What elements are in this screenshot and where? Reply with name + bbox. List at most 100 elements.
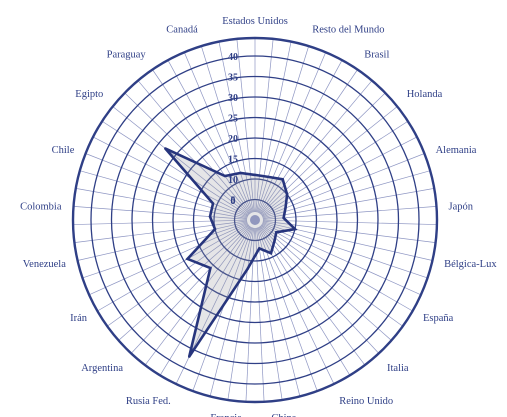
data-point-13 [188,355,191,358]
tick-label: 15 [228,155,238,166]
data-point-2 [267,175,270,179]
gridline-spoke [257,45,309,213]
category-label: China [271,413,296,417]
category-label: Reino Unido [339,396,393,407]
category-label: Venezuela [23,259,66,270]
gridline-spoke [261,106,398,216]
tick-label: 0 [231,196,236,207]
category-label: Japón [449,202,474,213]
gridline-spoke [144,226,251,366]
data-point-3 [281,178,284,181]
gridline-spoke [75,188,248,219]
gridline-spoke [137,80,251,215]
gridline-spoke [227,227,255,401]
category-label: Irán [70,313,88,324]
category-label: Italia [387,363,409,374]
gridline-spoke [183,52,253,213]
gridline-spoke [192,227,253,392]
gridline-spoke [262,219,437,225]
category-label: Holanda [407,89,443,100]
category-label: Bélgica-Lux [444,259,497,270]
gridline-ring [213,178,297,262]
gridline-spoke [257,52,327,213]
gridline-spoke [175,227,252,385]
gridline-spoke [256,227,301,397]
gridline-spoke [112,106,249,216]
gridline-spoke [118,225,250,341]
tick-label: 10 [228,175,238,186]
gridline-spoke [167,59,252,214]
data-point-1 [253,173,257,177]
category-label: Argentina [81,363,123,374]
series-polygon [164,147,298,358]
data-point-18 [211,202,215,205]
category-label: Chile [52,145,75,156]
data-point-12 [246,267,249,270]
category-label: Rusia Fed. [126,396,171,407]
data-point-11 [258,247,261,250]
gridline-spoke [262,221,433,261]
gridline-spoke [257,227,318,392]
gridline-spoke [73,219,248,225]
tick-label: 5 [231,196,236,207]
tick-label: 40 [228,52,238,63]
gridline-spoke [260,225,392,341]
gridline-spoke [259,69,358,214]
category-label: Estados Unidos [222,16,288,27]
gridline-spoke [261,223,413,312]
data-point-14 [209,266,212,270]
data-point-4 [285,193,289,196]
gridline-spoke [261,224,403,327]
category-label: Paraguay [107,50,147,61]
gridline-spoke [262,153,425,218]
outer-ring [71,36,439,404]
gridline-ring [151,116,359,324]
category-label: Alemania [436,145,477,156]
gridline-spoke [82,222,248,279]
data-point-15 [186,257,189,261]
category-label: España [423,313,454,324]
gridline-spoke [101,120,249,216]
gridline-spoke [201,45,253,213]
gridline-spoke [236,38,255,213]
gridline-spoke [88,222,248,296]
circular-gridlines [71,36,439,404]
gridline-spoke [255,38,274,213]
tick-label: 25 [228,114,238,125]
gridline-spoke [261,136,418,217]
data-point-6 [282,216,285,220]
data-series-layer [164,147,298,358]
data-point-10 [269,252,273,255]
gridline-spoke [258,59,343,214]
data-point-20 [223,174,227,178]
gridline-spoke [209,227,254,397]
gridline-spoke [262,206,437,220]
category-label: Egipto [75,89,103,100]
tick-label: 20 [228,134,238,145]
gridline-ring [172,137,338,303]
radial-tick-labels: 05 10 15 20 25 30 35 40 [228,52,238,207]
tick-label: 35 [228,73,238,84]
gridline-spoke [255,227,283,401]
gridline-spoke [260,225,380,354]
data-point-17 [208,215,212,218]
gridline-ring [192,157,318,283]
data-point-19 [164,147,167,150]
gridline-spoke [92,136,249,217]
gridline-spoke [73,206,248,220]
data-point-16 [213,227,217,231]
gridline-spoke [124,92,250,215]
gridline-spoke [159,226,252,376]
gridline-spoke [262,170,431,219]
category-label: Resto del Mundo [312,25,384,36]
gridline-spoke [79,170,248,219]
gridline-spoke [262,222,428,279]
gridline-spoke [152,69,251,214]
gridline-spoke [74,220,248,243]
category-labels: Estados Unidos Resto del Mundo Brasil Holan… [20,16,497,417]
gridline-spoke [255,227,265,402]
data-point-9 [273,239,276,243]
radial-gridlines [73,38,437,402]
gridline-ring [131,96,379,344]
